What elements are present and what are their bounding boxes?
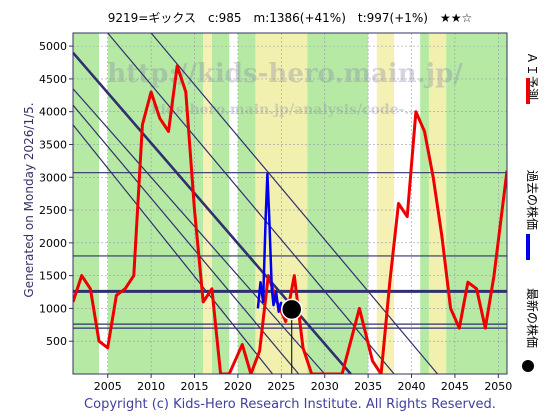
legend-marker-dot (522, 360, 534, 372)
x-tick-label: 2035 (354, 380, 382, 393)
trend-line (73, 88, 326, 374)
latest-price-marker (280, 298, 303, 374)
y-tick-label: 5000 (39, 40, 67, 53)
band-yellow (203, 33, 212, 374)
support-lines (73, 172, 507, 329)
y-tick-label: 2500 (39, 204, 67, 217)
x-tick-label: 2010 (137, 380, 165, 393)
x-tick-label: 2045 (441, 380, 469, 393)
y-tick-label: 4000 (39, 106, 67, 119)
watermark-text: http://kids-hero.main.jp/ (107, 59, 463, 89)
trend-line (107, 33, 395, 374)
x-tick-label: 2005 (94, 380, 122, 393)
latest-price-dot (280, 298, 303, 321)
x-tick-label: 2050 (484, 380, 512, 393)
legend-label: 最新の株価 (525, 288, 540, 348)
y-tick-label: 2000 (39, 237, 67, 250)
band-green (211, 33, 230, 374)
y-tick-label: 3500 (39, 138, 67, 151)
x-tick-label: 2015 (181, 380, 209, 393)
legend-label: 過去の株価 (525, 170, 540, 230)
y-tick-label: 1000 (39, 302, 67, 315)
chart-title: 9219=ギックス c:985 m:1386(+41%) t:997(+1%) … (108, 11, 473, 25)
y-tick-label: 1500 (39, 270, 67, 283)
y-axis: 500 1000 1500 2000 2500 3000 3500 4000 4500 5000 (39, 40, 73, 348)
y-tick-label: 3000 (39, 171, 67, 184)
x-tick-label: 2025 (267, 380, 295, 393)
trend-line (150, 33, 439, 374)
watermark: http://kids-hero.main.jp/kids-hero.main.… (107, 59, 463, 118)
trend-lines (73, 33, 439, 374)
history-line (256, 172, 283, 313)
trend-line (73, 124, 274, 374)
price-series (73, 64, 507, 374)
x-axis: 2005 2010 2015 2020 2025 2030 2035 2040 2045 2050 (94, 374, 512, 393)
trend-line (73, 51, 352, 374)
copyright-footer: Copyright (c) Kids-Hero Research Institu… (84, 397, 496, 412)
x-tick-label: 2040 (398, 380, 426, 393)
x-tick-label: 2030 (311, 380, 339, 393)
plot-frame (72, 32, 508, 375)
x-tick-label: 2020 (224, 380, 252, 393)
generated-date-label: Generated on Monday 2026/1/5. (22, 102, 36, 297)
watermark-text: kids-hero.main.jp/analysis/code-... (151, 102, 419, 118)
y-tick-label: 500 (46, 335, 67, 348)
y-tick-label: 4500 (39, 73, 67, 86)
